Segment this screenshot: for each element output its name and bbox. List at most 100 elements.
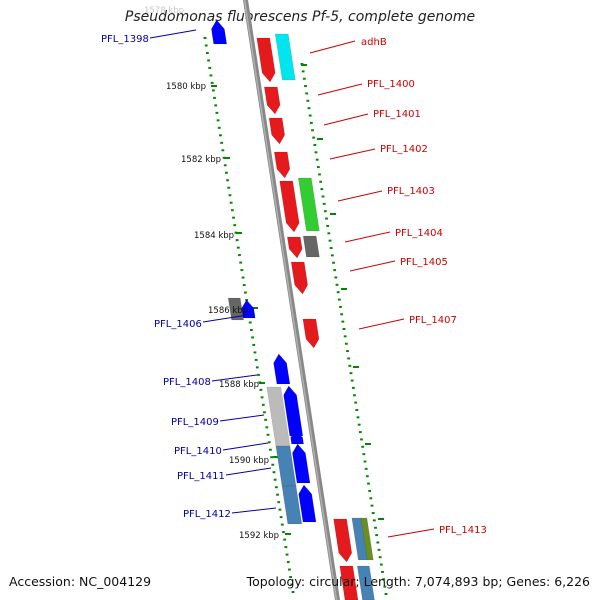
left-tick [217,126,221,129]
gene-label-pfl-1411[interactable]: PFL_1411 [177,471,225,482]
left-tick [276,493,279,496]
leader-line-pfl-1401 [323,113,369,126]
gene-pfl-1401-arrow[interactable] [268,117,286,145]
left-tick [269,448,272,451]
left-tick [273,478,277,481]
left-tick [289,576,293,579]
leader-line-pfl-1400 [317,83,363,96]
gene-pfl-1412-band[interactable] [281,485,303,525]
leader-line-pfl-1398 [149,29,197,39]
gene-pfl-1412-arrow[interactable] [298,484,317,523]
gene-label-pfl-1408[interactable]: PFL_1408 [163,377,211,388]
leader-line-pfl-1404 [344,231,391,243]
gene-adhb-cyan-band[interactable] [274,33,296,81]
gene-pfl-1403-arrow[interactable] [279,180,300,233]
genome-backbone [242,0,341,600]
gene-pfl-1407-arrow[interactable] [302,318,320,349]
genome-summary-text: Topology: circular; Length: 7,074,893 bp… [246,574,590,589]
left-tick [209,74,213,77]
left-tick [210,81,214,84]
left-tick-major [211,85,217,87]
gene-label-adhb[interactable]: adhB [361,37,387,48]
gene-pfl-1404-gray-band[interactable] [302,235,320,258]
right-tick-major [365,443,371,445]
right-tick [358,431,362,434]
right-tick [333,269,337,272]
gene-label-pfl-1409[interactable]: PFL_1409 [171,417,219,428]
gene-label-pfl-1410[interactable]: PFL_1410 [174,446,222,457]
gene-pfl-1406-gray-arrow[interactable] [227,297,244,321]
right-tick [313,143,317,146]
gene-pfl-1403-green-band[interactable] [297,177,320,232]
gene-adhb-arrow[interactable] [256,37,276,83]
right-tick [342,328,346,330]
gene-label-pfl-1412[interactable]: PFL_1412 [183,509,231,520]
gene-next-steel-band[interactable] [356,565,375,600]
backbone-highlight [243,0,338,600]
right-tick [318,173,321,176]
gene-label-pfl-1407[interactable]: PFL_1407 [409,315,457,326]
left-tick [286,561,290,564]
right-tick [332,261,335,264]
right-tick [375,534,379,537]
right-tick [377,548,381,551]
leader-line-pfl-1409 [219,414,265,422]
gene-label-pfl-1398[interactable]: PFL_1398 [101,34,149,45]
gene-next-arrow[interactable] [339,565,359,600]
left-tick [248,321,252,324]
gene-pfl-1406-arrow[interactable] [241,299,256,319]
left-tick [232,216,235,219]
right-tick [382,578,386,581]
gene-pfl-1408-arrow[interactable] [273,353,291,385]
gene-label-pfl-1400[interactable]: PFL_1400 [367,79,415,90]
gene-pfl-1405-arrow[interactable] [290,261,309,295]
gene-label-pfl-1406[interactable]: PFL_1406 [154,319,202,330]
left-tick [240,269,244,272]
right-tick [365,475,369,478]
leader-line-pfl-1405 [349,260,396,272]
gene-label-pfl-1401[interactable]: PFL_1401 [373,109,421,120]
gene-labels[interactable]: PFL_1398 adhB PFL_1400 PFL_1401 PFL_1402 PFL_… [101,29,487,538]
left-tick [242,284,246,287]
gene-label-pfl-1402[interactable]: PFL_1402 [380,144,428,155]
leader-line-adhb [309,40,356,54]
left-tick [214,104,218,107]
left-tick-major [236,232,242,234]
left-tick [257,373,260,376]
right-tick [327,232,331,235]
left-tick [282,531,285,534]
left-tick [274,486,278,489]
gene-pfl-1398-arrow[interactable] [211,19,228,45]
left-tick [216,119,220,122]
gene-pfl-1400-arrow[interactable] [263,86,281,115]
left-tick [278,508,282,511]
gene-pfl-1402-arrow[interactable] [273,151,291,179]
gene-label-pfl-1404[interactable]: PFL_1404 [395,228,443,239]
right-tick [330,254,334,257]
right-tick [372,519,376,522]
left-tick [234,231,238,234]
left-tick [277,501,281,504]
left-tick [266,433,270,436]
left-tick [291,591,295,593]
right-tick [311,129,314,132]
gene-label-pfl-1405[interactable]: PFL_1405 [400,257,448,268]
gene-label-pfl-1413[interactable]: PFL_1413 [439,525,487,536]
left-tick [244,291,247,294]
gene-pfl-1404-arrow[interactable] [286,236,303,259]
gene-pfl-1411-arrow[interactable] [292,443,311,484]
left-tick [228,194,232,197]
right-tick [356,416,360,419]
right-tick [320,188,324,191]
left-tick [267,441,271,444]
left-tick [215,111,219,114]
left-tick [221,149,225,152]
scale-label: 1582 kbp [181,155,221,165]
gene-label-pfl-1403[interactable]: PFL_1403 [387,186,435,197]
right-tick [362,453,366,456]
leader-line-pfl-1402 [329,148,376,160]
gene-pfl-1413-olive-band[interactable] [360,517,374,561]
scale-label: 1584 kbp [194,231,234,241]
right-tick [361,445,365,448]
gene-pfl-1413-arrow[interactable] [333,518,353,563]
